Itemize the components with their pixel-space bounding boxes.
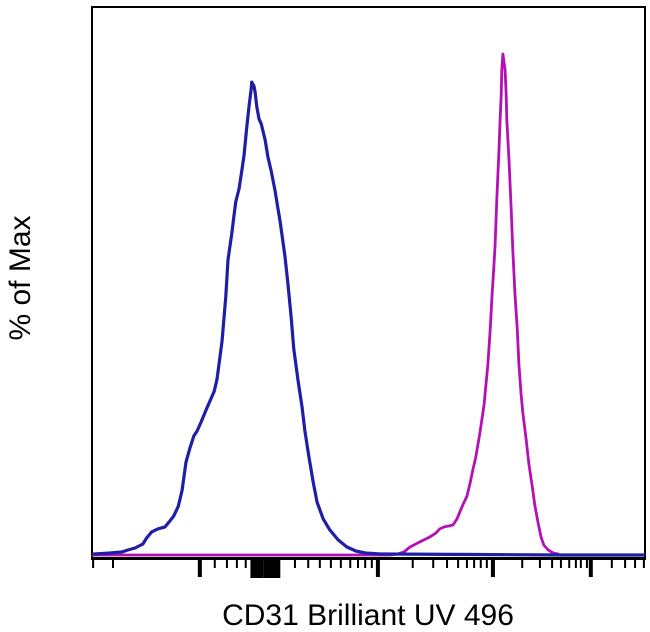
plot-frame [91, 6, 646, 559]
magenta_histogram-curve [91, 52, 560, 557]
x-axis-label: CD31 Brilliant UV 496 [222, 599, 514, 632]
histogram-curves-group [91, 52, 646, 557]
blue_histogram-curve [92, 80, 646, 557]
y-axis-label: % of Max [4, 215, 37, 340]
plot-frame-group [91, 6, 646, 560]
x-axis-tick-group [92, 560, 645, 578]
